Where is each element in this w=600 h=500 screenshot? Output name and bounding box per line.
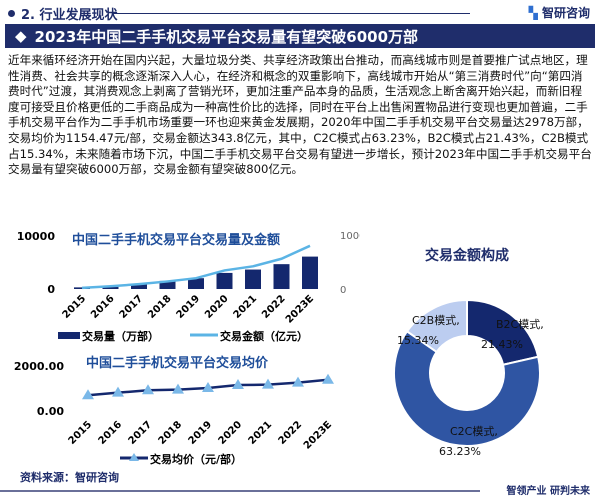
x-tick-label: 2015 [61, 293, 88, 320]
brand-name: 智研咨询 [541, 6, 590, 20]
x-tick-label: 2020 [203, 293, 230, 320]
y2-tick-label: 0 [340, 285, 346, 296]
legend-label: 交易量（万部） [82, 329, 159, 343]
volume-amount-chart: 中国二手手机交易平台交易量及金额100000100002015201620172… [17, 230, 360, 343]
pie-slice [393, 329, 541, 447]
divider [112, 13, 470, 14]
chart-title: 交易金额构成 [425, 247, 509, 264]
x-tick-label: 2021 [232, 293, 259, 320]
x-tick-label: 2019 [175, 293, 202, 320]
bar [245, 269, 261, 289]
x-tick-label: 2017 [118, 293, 145, 320]
chart-title: 中国二手手机交易平台交易均价 [86, 355, 269, 371]
triangle-marker [142, 384, 154, 395]
amount-line [81, 244, 311, 290]
y2-tick-label: 1000 [340, 231, 360, 242]
footer-line [0, 490, 480, 492]
legend-marker [129, 453, 139, 461]
bar [159, 280, 176, 289]
x-tick-label: 2023E [284, 293, 316, 325]
slice-value: 21.43% [481, 338, 523, 351]
pie-slice [405, 298, 468, 354]
bar [273, 264, 290, 289]
triangle-marker [202, 382, 214, 393]
x-tick-label: 2015 [67, 419, 94, 446]
y-tick-label: 10000 [17, 230, 56, 243]
slice-value: 63.23% [439, 445, 481, 458]
slice-value: 15.34% [397, 334, 439, 347]
diamond-icon: ◆ [15, 27, 27, 45]
amount-composition-chart: 交易金额构成 B2C模式, 21.43% C2C模式, 63.23% C2B模式, 15.3… [393, 247, 544, 458]
triangle-marker [322, 373, 334, 384]
section-title: 2. 行业发展现状 [21, 8, 118, 23]
y-tick-label: 2000.00 [14, 360, 64, 373]
bar [74, 287, 90, 289]
x-tick-label: 2016 [97, 419, 124, 446]
triangle-marker [262, 378, 274, 389]
legend-label: 交易均价（元/部） [150, 452, 242, 466]
body-paragraph: 近年来循环经济开始在国内兴起，大量垃圾分类、共享经济政策出台推动，而高线城市则是… [8, 53, 592, 177]
x-tick-label: 2022 [260, 293, 287, 320]
triangle-marker [82, 389, 94, 400]
y-tick-label: 0.00 [37, 405, 64, 418]
slogan: 智领产业 研判未来 [506, 486, 590, 497]
brand-logo: ▚ 智研咨询 [528, 6, 590, 20]
triangle-marker [112, 386, 124, 397]
y-tick-label: 0 [47, 283, 55, 296]
x-tick-label: 2017 [127, 419, 154, 446]
bar [216, 272, 233, 289]
x-tick-label: 2018 [146, 293, 173, 320]
section-heading: 2. 行业发展现状 [8, 4, 118, 23]
title-bar: ◆ 2023年中国二手手机交易平台交易量有望突破6000万部 [5, 24, 595, 48]
slice-label: C2C模式, [450, 425, 498, 438]
bar [188, 278, 204, 289]
x-tick-label: 2020 [217, 419, 244, 446]
x-tick-label: 2023E [302, 419, 334, 451]
legend-swatch-bar [58, 332, 80, 339]
chart-title: 中国二手手机交易平台交易量及金额 [72, 232, 280, 248]
slice-label: B2C模式, [496, 318, 544, 331]
x-tick-label: 2018 [157, 419, 184, 446]
bar [131, 283, 147, 289]
triangle-marker [172, 383, 184, 394]
x-tick-label: 2019 [187, 419, 214, 446]
bullet-icon [8, 10, 15, 17]
x-tick-label: 2016 [89, 293, 116, 320]
bar [302, 256, 318, 289]
legend-label: 交易金额（亿元） [220, 329, 308, 343]
page-title: 2023年中国二手手机交易平台交易量有望突破6000万部 [34, 27, 419, 46]
slice-label: C2B模式, [412, 314, 460, 327]
x-tick-label: 2022 [277, 419, 304, 446]
pie-slice [466, 298, 540, 366]
triangle-marker [292, 376, 304, 387]
source-note: 资料来源：智研咨询 [20, 471, 119, 484]
x-tick-label: 2021 [247, 419, 274, 446]
triangle-marker [232, 379, 244, 390]
